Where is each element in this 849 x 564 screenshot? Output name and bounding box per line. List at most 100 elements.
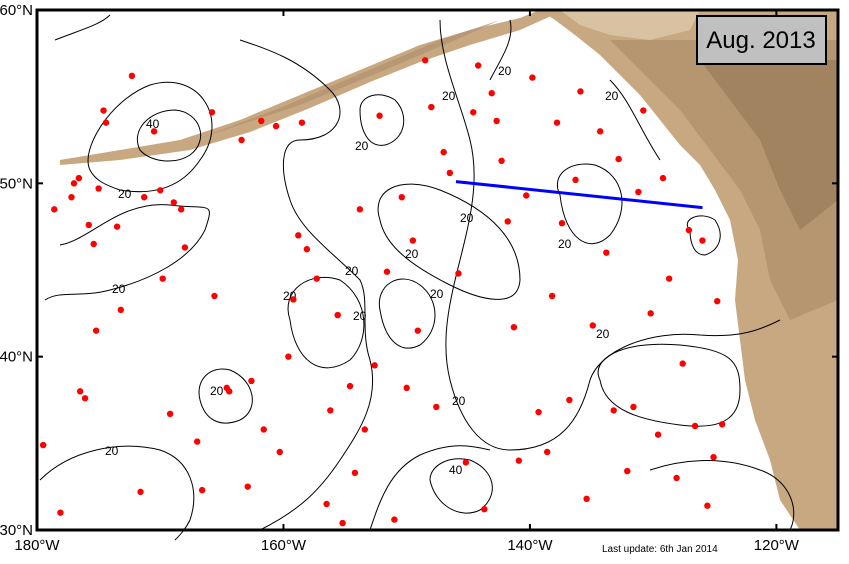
- float-marker: [113, 223, 121, 230]
- float-marker: [510, 324, 518, 331]
- axes: 30°N 40°N 50°N 60°N 180°W 160°W 140°W 120°W: [0, 2, 838, 554]
- float-marker: [198, 486, 206, 494]
- contour-label: 20: [210, 384, 224, 398]
- float-marker: [403, 384, 410, 392]
- float-marker: [285, 353, 292, 360]
- float-marker: [543, 448, 551, 456]
- float-marker: [177, 206, 185, 213]
- contour-label: 20: [558, 237, 572, 251]
- float-marker: [640, 107, 647, 114]
- date-label: Aug. 2013: [706, 27, 815, 54]
- float-marker: [137, 488, 144, 496]
- land-mass: [60, 10, 838, 530]
- float-marker: [181, 244, 189, 251]
- float-marker: [440, 148, 447, 156]
- contour-label: 40: [146, 117, 160, 131]
- float-marker: [76, 388, 84, 395]
- float-marker: [150, 128, 158, 135]
- float-marker: [710, 454, 717, 461]
- float-marker: [351, 469, 359, 476]
- contour-label: 20: [105, 444, 119, 458]
- float-marker: [446, 169, 454, 177]
- float-marker: [630, 403, 637, 411]
- float-marker: [313, 275, 320, 282]
- float-marker: [704, 502, 711, 509]
- float-marker: [356, 206, 364, 213]
- float-marker: [553, 119, 561, 126]
- float-marker: [685, 226, 693, 234]
- float-marker: [455, 270, 462, 277]
- float-marker: [433, 403, 440, 411]
- float-marker: [589, 322, 596, 329]
- float-marker: [610, 407, 617, 414]
- float-marker: [488, 90, 495, 97]
- float-marker: [51, 206, 58, 213]
- float-marker: [414, 327, 421, 334]
- float-marker: [548, 292, 556, 300]
- float-marker: [398, 194, 405, 201]
- float-marker: [100, 107, 107, 114]
- float-marker: [81, 395, 89, 402]
- float-marker: [276, 448, 283, 456]
- float-marker: [383, 268, 391, 275]
- float-marker: [498, 157, 505, 164]
- float-markers: [39, 57, 726, 527]
- contour-label: 20: [355, 139, 369, 153]
- float-marker: [68, 194, 75, 201]
- float-marker: [339, 519, 346, 527]
- float-marker: [334, 311, 341, 319]
- float-marker: [615, 155, 622, 163]
- float-marker: [529, 74, 536, 81]
- contour-label: 20: [605, 89, 619, 103]
- float-marker: [57, 509, 64, 516]
- contour-label: 20: [345, 264, 359, 278]
- float-marker: [303, 246, 311, 253]
- contour-label: 20: [452, 394, 466, 408]
- float-marker: [679, 360, 686, 367]
- float-marker: [327, 407, 334, 414]
- float-marker: [157, 187, 164, 194]
- float-marker: [260, 426, 267, 433]
- float-marker: [141, 194, 148, 201]
- float-marker: [346, 382, 354, 390]
- float-marker: [211, 292, 218, 300]
- date-label-box: Aug. 2013: [696, 15, 827, 65]
- float-marker: [361, 426, 368, 433]
- lat-tick-label: 60°N: [0, 2, 33, 19]
- float-marker: [691, 422, 699, 430]
- float-marker: [624, 467, 631, 475]
- float-marker: [70, 180, 78, 187]
- float-marker: [75, 174, 83, 182]
- float-marker: [248, 377, 255, 385]
- lat-tick-label: 40°N: [0, 349, 33, 366]
- float-marker: [654, 431, 662, 438]
- map-frame: [35, 8, 840, 532]
- float-marker: [85, 221, 92, 229]
- float-marker: [258, 117, 265, 125]
- float-marker: [238, 136, 245, 144]
- float-marker: [583, 495, 590, 502]
- lat-tick-label: 50°N: [0, 175, 33, 192]
- float-marker: [95, 185, 102, 192]
- float-marker: [428, 103, 435, 111]
- lon-tick-label: 180°W: [14, 537, 60, 554]
- float-marker: [90, 240, 97, 248]
- contour-label: 40: [449, 463, 463, 477]
- float-marker: [272, 122, 280, 130]
- float-marker: [635, 188, 642, 196]
- float-marker: [39, 441, 47, 449]
- float-marker: [323, 500, 330, 508]
- float-marker: [409, 237, 417, 244]
- contour-label: 20: [460, 211, 474, 225]
- float-marker: [665, 275, 673, 282]
- float-marker: [166, 410, 174, 418]
- float-marker: [298, 119, 306, 126]
- float-marker: [566, 396, 573, 404]
- float-marker: [92, 327, 100, 334]
- float-marker: [170, 199, 177, 206]
- float-marker: [714, 298, 721, 305]
- float-marker: [470, 109, 477, 116]
- contour-label: 20: [405, 247, 419, 261]
- float-marker: [699, 237, 706, 244]
